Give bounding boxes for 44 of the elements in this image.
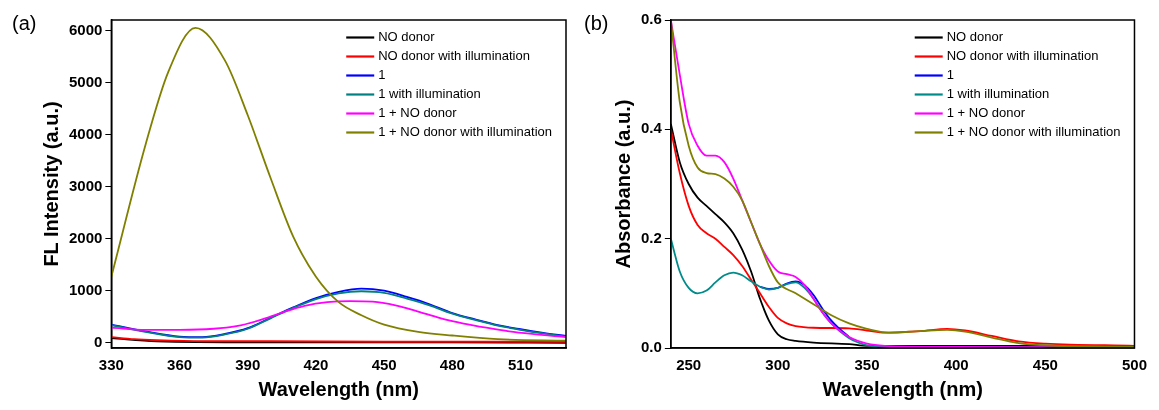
legend-label: NO donor <box>378 29 436 45</box>
y-tick-label: 0.0 <box>640 338 662 356</box>
legend-label: 1 + NO donor <box>378 105 458 121</box>
x-tick-label: 390 <box>235 356 261 374</box>
text: (b) <box>584 11 609 34</box>
legend-label: NO donor <box>946 29 1004 45</box>
x-tick-label: 450 <box>1032 356 1058 374</box>
y-tick-label: 4000 <box>68 124 103 142</box>
x-tick-label: 510 <box>508 356 534 374</box>
legend-label: 1 + NO donor <box>946 105 1026 121</box>
y-tick-label: 6000 <box>68 20 103 38</box>
legend-label: NO donor with illumination <box>378 48 530 64</box>
legend-label: 1 with illumination <box>378 86 481 102</box>
y-tick-label: 0.2 <box>640 228 662 246</box>
x-tick-label: 450 <box>371 356 397 374</box>
x-tick-label: 300 <box>765 356 791 374</box>
x-tick-label: 400 <box>943 356 969 374</box>
y-tick-label: 3000 <box>68 176 103 194</box>
line-series <box>111 26 566 342</box>
y-tick-label: 5000 <box>68 72 103 90</box>
y-tick-label: 1000 <box>68 280 103 298</box>
x-tick-label: 330 <box>98 356 124 374</box>
x-axis-title: Wavelength (nm) <box>822 377 983 400</box>
y-tick-label: 0 <box>94 332 103 350</box>
x-tick-label: 420 <box>303 356 329 374</box>
legend-label: 1 <box>946 67 954 83</box>
y-axis-title: Absorbance (a.u.) <box>611 99 634 269</box>
x-tick-label: 250 <box>676 356 702 374</box>
y-tick-label: 2000 <box>68 228 103 246</box>
line-series <box>111 300 566 338</box>
y-tick-label: 0.4 <box>640 119 663 137</box>
legend-label: 1 + NO donor with illumination <box>946 124 1121 140</box>
y-tick-label: 0.6 <box>640 10 662 28</box>
legend-label: NO donor with illumination <box>946 48 1099 64</box>
x-tick-label: 480 <box>439 356 465 374</box>
x-axis-title: Wavelength (nm) <box>258 377 419 400</box>
x-tick-label: 360 <box>167 356 193 374</box>
legend-label: 1 with illumination <box>946 86 1050 102</box>
text: (a) <box>12 11 37 34</box>
legend-label: 1 <box>378 67 386 83</box>
legend-label: 1 + NO donor with illumination <box>378 124 552 140</box>
x-tick-label: 500 <box>1121 356 1147 374</box>
x-tick-label: 350 <box>854 356 880 374</box>
y-axis-title: FL Intensity (a.u.) <box>39 101 62 267</box>
